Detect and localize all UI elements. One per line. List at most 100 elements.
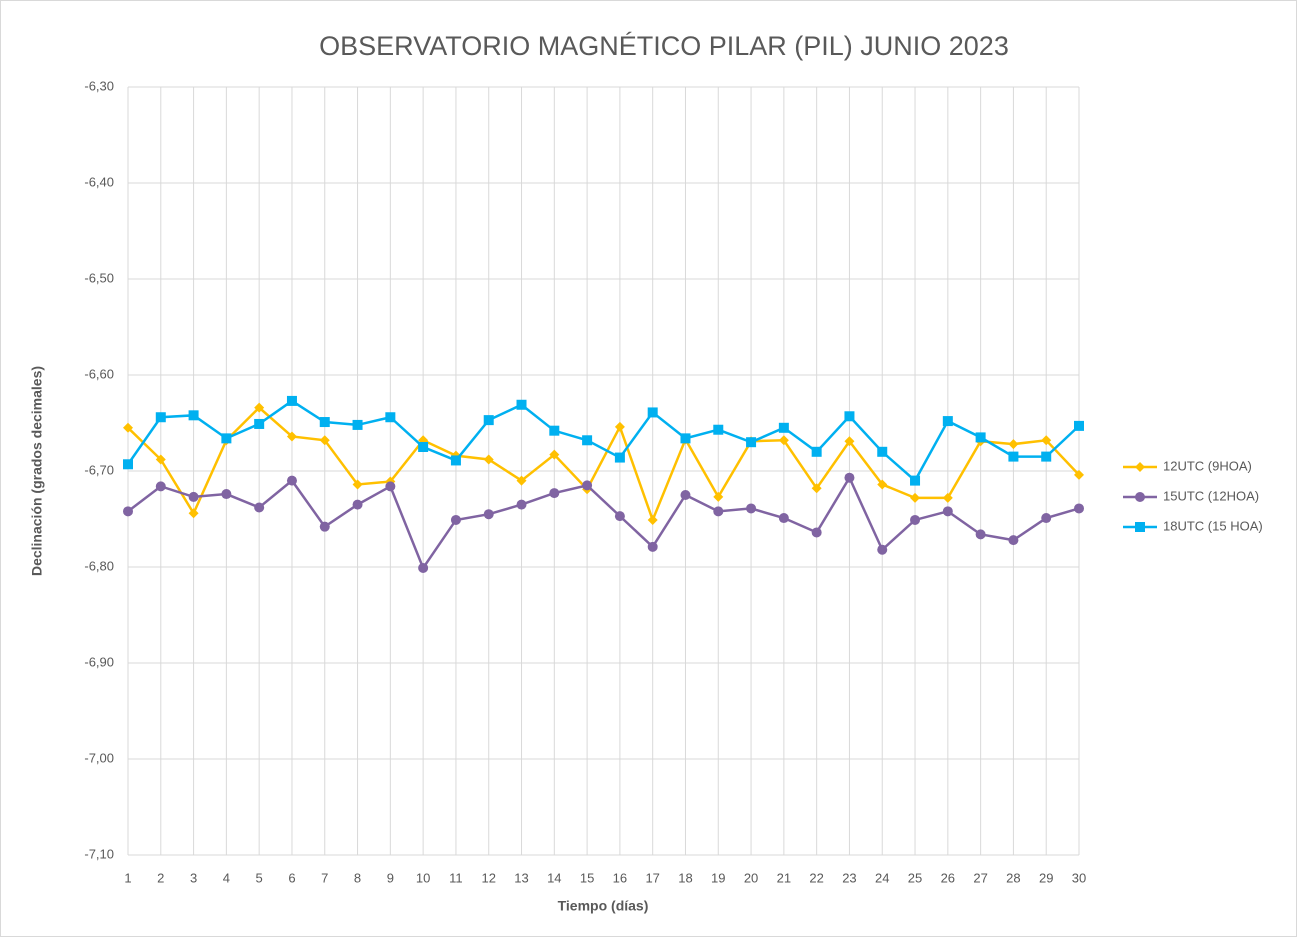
y-tick-label: -7,00	[84, 750, 114, 765]
x-tick-label: 15	[580, 870, 594, 885]
marker	[1008, 451, 1019, 462]
marker	[975, 432, 986, 443]
marker	[844, 436, 855, 447]
marker	[582, 435, 593, 446]
x-tick-label: 19	[711, 870, 725, 885]
marker	[647, 407, 658, 418]
marker	[942, 492, 953, 503]
x-tick-label: 13	[514, 870, 528, 885]
marker	[778, 435, 789, 446]
marker	[516, 499, 527, 510]
series-line	[127, 475, 1080, 571]
x-tick-label: 12	[481, 870, 495, 885]
marker	[647, 541, 658, 552]
legend-label: 15UTC (12HOA)	[1163, 488, 1259, 503]
marker	[746, 503, 757, 514]
x-tick-label: 25	[908, 870, 922, 885]
marker	[614, 511, 625, 522]
marker	[286, 431, 297, 442]
y-tick-label: -6,30	[84, 78, 114, 93]
marker	[975, 529, 986, 540]
x-tick-label: 21	[777, 870, 791, 885]
marker	[450, 455, 461, 466]
legend-label: 18UTC (15 HOA)	[1163, 518, 1263, 533]
marker	[811, 527, 822, 538]
marker	[1041, 513, 1052, 524]
marker	[286, 395, 297, 406]
x-tick-label: 14	[547, 870, 561, 885]
marker	[516, 399, 527, 410]
marker	[942, 506, 953, 517]
x-tick-label: 11	[449, 870, 463, 885]
marker	[811, 483, 822, 494]
x-tick-label: 9	[387, 870, 394, 885]
x-tick-label: 29	[1039, 870, 1053, 885]
x-tick-label: 8	[354, 870, 361, 885]
x-tick-label: 5	[256, 870, 263, 885]
marker	[319, 521, 330, 532]
y-tick-label: -6,70	[84, 462, 114, 477]
marker	[1074, 420, 1084, 431]
marker	[910, 492, 921, 503]
series-line	[126, 399, 1080, 483]
marker	[778, 513, 789, 524]
marker	[844, 472, 855, 483]
marker	[155, 454, 166, 465]
x-tick-label: 7	[321, 870, 328, 885]
marker	[877, 544, 888, 555]
marker	[352, 419, 363, 430]
legend-marker	[1135, 492, 1145, 502]
marker	[713, 424, 724, 435]
marker	[483, 509, 494, 520]
marker	[188, 491, 199, 502]
y-tick-label: -6,60	[84, 366, 114, 381]
y-axis-title: Declinación (grados decimales)	[29, 366, 45, 576]
marker	[1074, 469, 1084, 480]
marker	[385, 481, 396, 492]
x-tick-label: 23	[842, 870, 856, 885]
marker	[221, 433, 232, 444]
x-tick-label: 27	[973, 870, 987, 885]
x-axis-title: Tiempo (días)	[558, 898, 649, 914]
x-tick-label: 26	[941, 870, 955, 885]
x-tick-label: 6	[288, 870, 295, 885]
marker	[713, 506, 724, 517]
x-tick-label: 16	[613, 870, 627, 885]
legend-label: 12UTC (9HOA)	[1163, 458, 1252, 473]
marker	[254, 418, 265, 429]
marker	[778, 422, 789, 433]
marker	[877, 479, 888, 490]
marker	[877, 446, 888, 457]
marker	[811, 446, 822, 457]
marker	[483, 454, 494, 465]
marker	[844, 411, 855, 422]
marker	[1041, 435, 1052, 446]
marker	[188, 410, 199, 421]
y-tick-label: -6,50	[84, 270, 114, 285]
y-tick-label: -7,10	[84, 846, 114, 861]
marker	[286, 475, 297, 486]
marker	[910, 514, 921, 525]
marker	[418, 562, 429, 573]
marker	[1041, 451, 1052, 462]
marker	[155, 412, 166, 423]
x-tick-label: 18	[678, 870, 692, 885]
y-tick-label: -6,40	[84, 174, 114, 189]
marker	[123, 459, 133, 470]
marker	[549, 425, 560, 436]
marker	[910, 475, 921, 486]
marker	[582, 480, 593, 491]
legend-marker	[1135, 522, 1145, 532]
marker	[614, 452, 625, 463]
x-tick-label: 4	[223, 870, 230, 885]
marker	[155, 481, 166, 492]
marker	[1074, 503, 1084, 514]
marker	[942, 416, 953, 427]
y-tick-label: -6,80	[84, 558, 114, 573]
marker	[188, 508, 199, 519]
x-tick-label: 22	[809, 870, 823, 885]
marker	[254, 402, 265, 413]
marker	[713, 491, 724, 502]
